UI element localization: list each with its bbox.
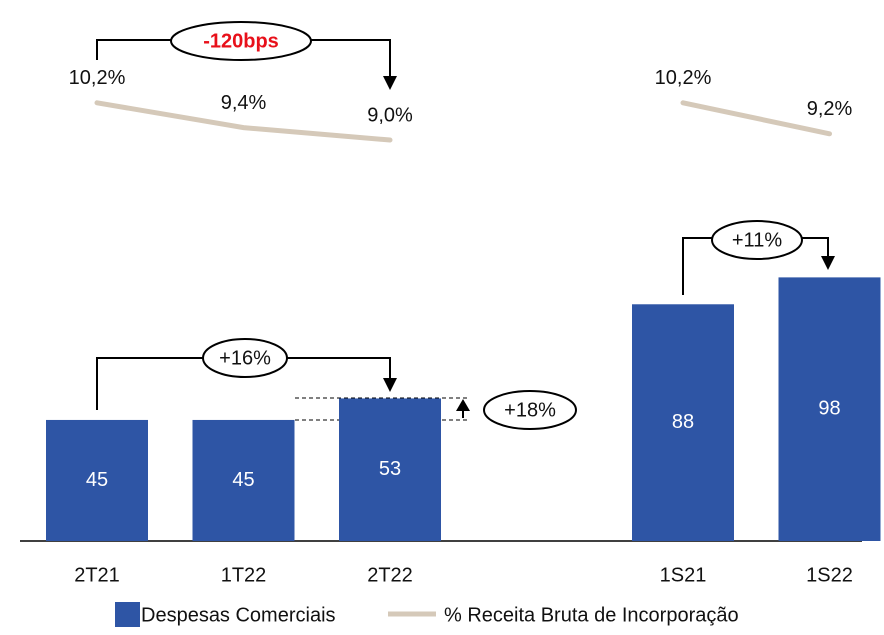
annotation: +16% <box>219 347 271 369</box>
bar <box>632 304 734 541</box>
annotation: -120bps <box>203 30 279 52</box>
bar <box>339 398 441 541</box>
x-tick-label: 1S22 <box>806 564 853 586</box>
line-label: 9,0% <box>367 104 413 126</box>
annotation: +11% <box>732 229 782 251</box>
arrow <box>821 256 835 270</box>
bar-label: 53 <box>379 458 401 480</box>
bar <box>46 419 148 541</box>
annotation-bubble <box>202 338 288 378</box>
line-label: 9,4% <box>221 92 267 114</box>
annotation-bubble <box>483 390 577 430</box>
bar <box>778 277 881 541</box>
legend-label: Despesas Comerciais <box>141 604 336 626</box>
bar <box>192 419 295 541</box>
x-tick-label: 2T22 <box>367 564 413 586</box>
x-tick-label: 1T22 <box>221 564 267 586</box>
annotation-bubble <box>711 220 803 260</box>
legend-label: % Receita Bruta de Incorporação <box>444 604 739 626</box>
line <box>94 100 832 143</box>
x-tick-label: 1S21 <box>660 564 707 586</box>
arrow <box>383 378 397 392</box>
bar-label: 98 <box>818 397 840 419</box>
arrow <box>456 399 470 411</box>
x-tick-label: 2T21 <box>74 564 120 586</box>
bar-label: 88 <box>672 411 694 433</box>
line-label: 9,2% <box>807 98 853 120</box>
annotations: -120bps +16% +18% +11% <box>96 21 835 430</box>
bar-label: 45 <box>86 469 108 491</box>
legend-swatch <box>115 602 140 627</box>
line-label: 10,2% <box>655 67 712 89</box>
bar-label: 45 <box>232 469 254 491</box>
annotation: +18% <box>504 399 556 421</box>
line-label: 10,2% <box>69 67 126 89</box>
arrow <box>383 76 397 90</box>
annotation-bubble <box>170 21 312 61</box>
